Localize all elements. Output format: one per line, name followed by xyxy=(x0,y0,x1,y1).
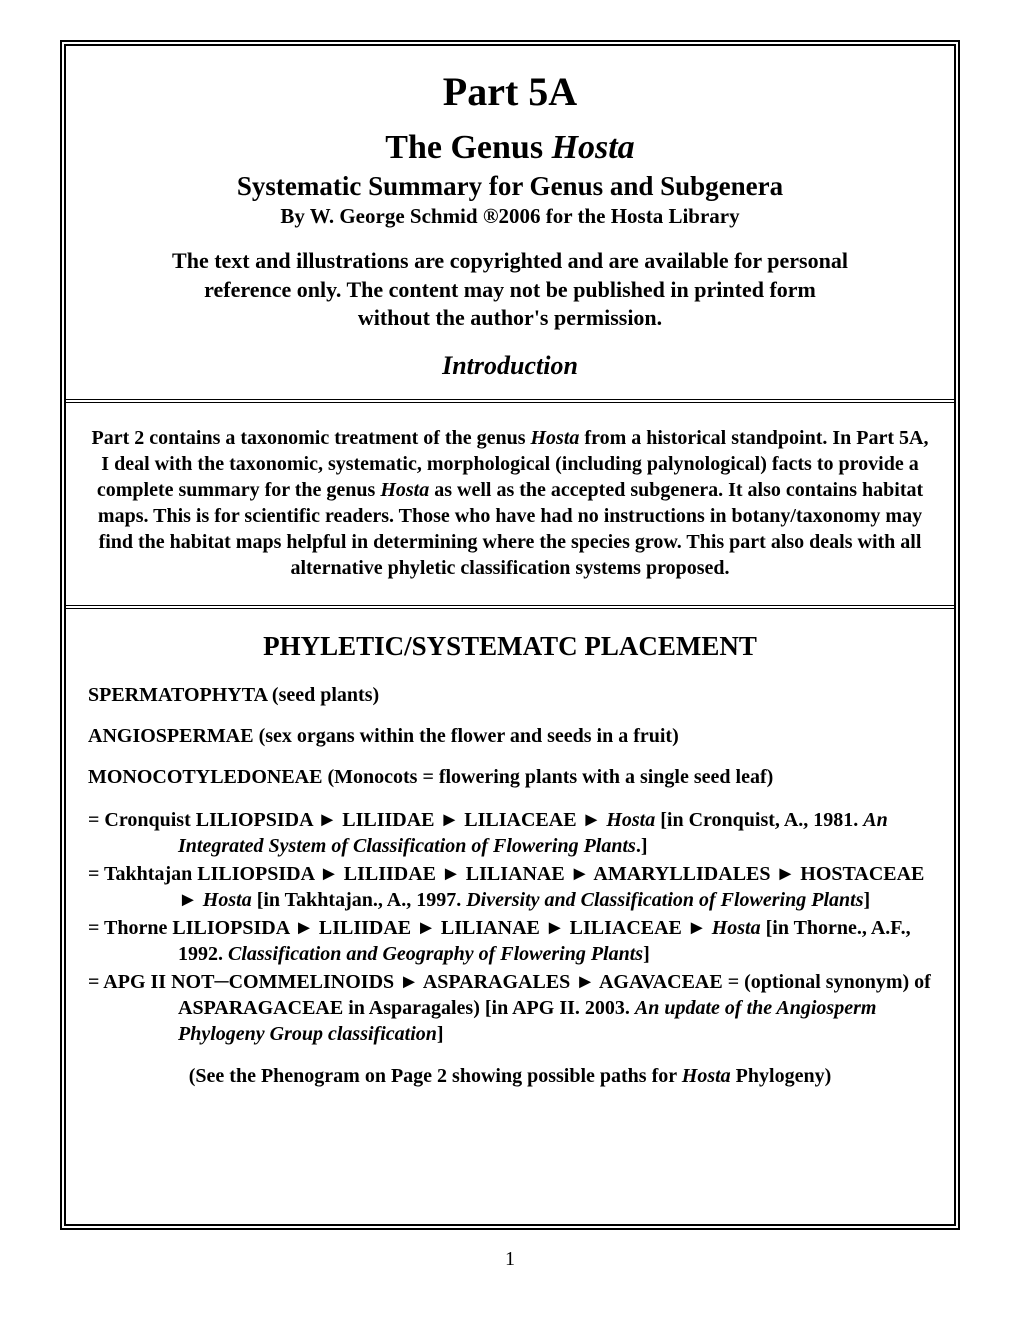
copyright-line-3: without the author's permission. xyxy=(358,305,662,330)
introduction-text: Part 2 contains a taxonomic treatment of… xyxy=(88,425,932,581)
page-number: 1 xyxy=(60,1248,960,1271)
entry3-c: ] xyxy=(643,943,650,965)
taxonomy-entry-cronquist: = Cronquist LILIOPSIDA ► LILIIDAE ► LILI… xyxy=(88,807,932,859)
body-section: PHYLETIC/SYSTEMATC PLACEMENT SPERMATOPHY… xyxy=(66,609,954,1098)
intro-italic-2: Hosta xyxy=(380,479,429,501)
header-section: Part 5A The Genus Hosta Systematic Summa… xyxy=(66,46,954,403)
taxonomy-spermatophyta: SPERMATOPHYTA (seed plants) xyxy=(88,684,932,707)
phenogram-note: (See the Phenogram on Page 2 showing pos… xyxy=(88,1065,932,1088)
genus-title-prefix: The Genus xyxy=(385,129,551,166)
entry4-b: ] xyxy=(437,1023,444,1045)
intro-p1: Part 2 contains a taxonomic treatment of… xyxy=(91,427,530,449)
part-title: Part 5A xyxy=(84,68,936,115)
taxonomy-entry-takhtajan: = Takhtajan LILIOPSIDA ► LILIIDAE ► LILI… xyxy=(88,861,932,913)
taxonomy-monocotyledoneae: MONOCOTYLEDONEAE (Monocots = flowering p… xyxy=(88,766,932,789)
copyright-notice: The text and illustrations are copyright… xyxy=(84,247,936,333)
byline: By W. George Schmid ®2006 for the Hosta … xyxy=(84,204,936,229)
entry2-c: ] xyxy=(863,889,870,911)
copyright-line-1: The text and illustrations are copyright… xyxy=(172,248,848,273)
taxonomy-entry-thorne: = Thorne LILIOPSIDA ► LILIIDAE ► LILIANA… xyxy=(88,915,932,967)
phenogram-b: Phylogeny) xyxy=(731,1065,832,1087)
copyright-line-2: reference only. The content may not be p… xyxy=(204,277,816,302)
entry3-italic2: Classification and Geography of Flowerin… xyxy=(228,943,643,965)
entry1-b: [in Cronquist, A., 1981. xyxy=(655,809,863,831)
entry3-a: = Thorne LILIOPSIDA ► LILIIDAE ► LILIANA… xyxy=(88,917,712,939)
phenogram-a: (See the Phenogram on Page 2 showing pos… xyxy=(189,1065,682,1087)
entry1-a: = Cronquist LILIOPSIDA ► LILIIDAE ► LILI… xyxy=(88,809,606,831)
entry2-italic2: Diversity and Classification of Flowerin… xyxy=(466,889,863,911)
document-frame: Part 5A The Genus Hosta Systematic Summa… xyxy=(60,40,960,1230)
subtitle: Systematic Summary for Genus and Subgene… xyxy=(84,171,936,202)
section-heading: PHYLETIC/SYSTEMATC PLACEMENT xyxy=(88,631,932,662)
taxonomy-entry-apg: = APG II NOT─COMMELINOIDS ► ASPARAGALES … xyxy=(88,969,932,1047)
introduction-box: Part 2 contains a taxonomic treatment of… xyxy=(66,403,954,609)
entry1-italic1: Hosta xyxy=(606,809,655,831)
genus-title: The Genus Hosta xyxy=(84,129,936,167)
entry2-italic1: Hosta xyxy=(203,889,252,911)
taxonomy-angiospermae: ANGIOSPERMAE (sex organs within the flow… xyxy=(88,725,932,748)
entry1-c: .] xyxy=(636,835,648,857)
intro-italic-1: Hosta xyxy=(531,427,580,449)
entry3-italic1: Hosta xyxy=(712,917,761,939)
genus-title-italic: Hosta xyxy=(552,129,635,166)
entry2-b: [in Takhtajan., A., 1997. xyxy=(252,889,467,911)
introduction-heading: Introduction xyxy=(84,351,936,381)
phenogram-italic: Hosta xyxy=(682,1065,731,1087)
